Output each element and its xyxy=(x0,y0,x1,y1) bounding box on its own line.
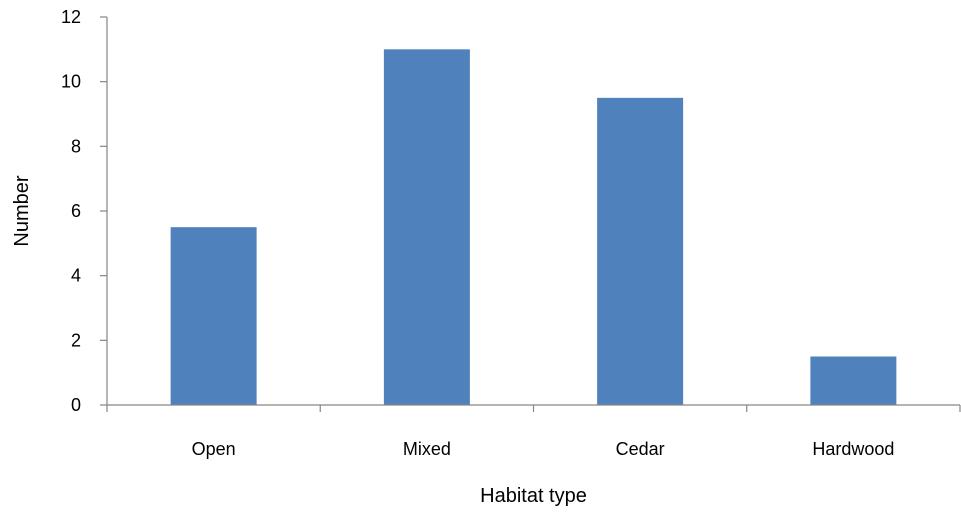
x-axis-title: Habitat type xyxy=(480,485,587,507)
axes-group xyxy=(100,16,961,412)
x-tick-label: Open xyxy=(192,439,236,459)
bar-cedar xyxy=(597,97,684,405)
x-tick-label: Hardwood xyxy=(812,439,894,459)
x-tick-label: Mixed xyxy=(403,439,451,459)
x-tick-label: Cedar xyxy=(616,439,665,459)
y-tick-label: 6 xyxy=(71,201,81,221)
y-tick-label: 2 xyxy=(71,330,81,350)
y-tick-label: 12 xyxy=(61,7,81,27)
bar-hardwood xyxy=(810,356,897,405)
bar-open xyxy=(170,227,257,405)
y-tick-label: 0 xyxy=(71,395,81,415)
y-tick-label: 8 xyxy=(71,136,81,156)
x-tick-labels: Open Mixed Cedar Hardwood xyxy=(192,439,895,459)
y-tick-label: 10 xyxy=(61,72,81,92)
y-axis-title: Number xyxy=(11,175,33,246)
y-tick-labels: 0 2 4 6 8 10 12 xyxy=(61,7,81,415)
bars-group xyxy=(170,49,897,405)
y-tick-label: 4 xyxy=(71,266,81,286)
bar-mixed xyxy=(383,49,470,405)
